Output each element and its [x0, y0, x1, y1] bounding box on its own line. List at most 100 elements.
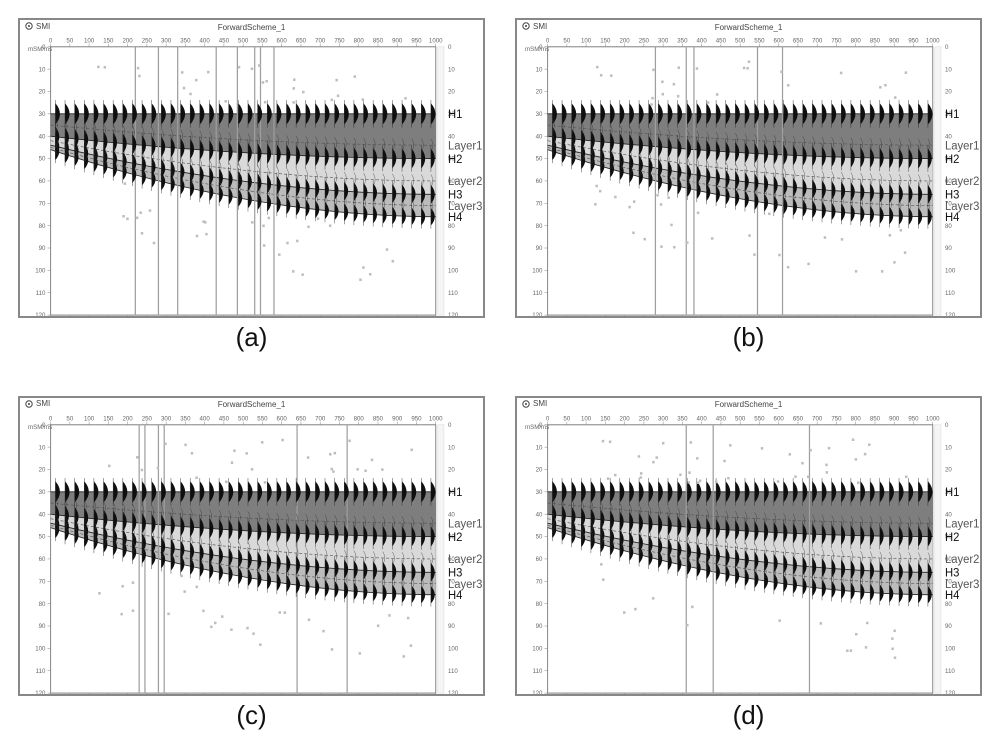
- noise-point: [679, 473, 681, 476]
- x-tick-label-top: 300: [658, 415, 669, 422]
- x-tick-label-top: 50: [66, 37, 73, 44]
- noise-point: [596, 66, 598, 69]
- horizon-label: H4: [945, 212, 960, 224]
- y-tick-label-right: 10: [448, 444, 455, 451]
- noise-point: [369, 273, 371, 276]
- y-tick-label: 10: [39, 444, 46, 451]
- y-tick-label: 20: [536, 466, 543, 473]
- y-tick-label: 40: [536, 133, 543, 140]
- y-tick-label: 110: [533, 290, 543, 297]
- y-tick-label-right: 90: [448, 623, 455, 630]
- y-tick-label: 60: [536, 555, 543, 562]
- noise-point: [768, 213, 770, 216]
- noise-point: [132, 609, 134, 612]
- x-tick-label-top: 200: [619, 415, 630, 422]
- noise-point: [610, 74, 612, 77]
- noise-point: [690, 441, 692, 444]
- noise-point: [97, 66, 99, 69]
- noise-point: [331, 467, 333, 470]
- x-tick-label-top: 600: [774, 37, 785, 44]
- noise-point: [686, 623, 688, 626]
- x-tick-label-top: 400: [697, 415, 708, 422]
- noise-point: [258, 64, 260, 67]
- noise-point: [245, 452, 247, 455]
- subplot-caption: (a): [236, 322, 268, 353]
- x-tick-label-top: 0: [49, 415, 53, 422]
- x-tick-label-top: 400: [200, 415, 211, 422]
- noise-point: [884, 84, 886, 87]
- noise-point: [852, 438, 854, 441]
- noise-point: [141, 468, 143, 471]
- noise-point: [602, 578, 604, 581]
- noise-point: [205, 233, 207, 236]
- noise-point: [191, 452, 193, 455]
- noise-point: [124, 182, 126, 185]
- noise-point: [386, 248, 388, 251]
- x-tick-label-top: 450: [716, 37, 727, 44]
- y-tick-label: 30: [39, 488, 46, 495]
- noise-point: [824, 236, 826, 239]
- noise-point: [195, 476, 197, 479]
- y-tick-label-right: 100: [945, 267, 956, 274]
- noise-point: [652, 597, 654, 600]
- noise-point: [136, 456, 138, 459]
- y-tick-label-right: 110: [945, 290, 955, 297]
- x-tick-label-top: 750: [334, 415, 345, 422]
- noise-point: [787, 84, 789, 87]
- x-tick-label-top: 650: [296, 37, 307, 44]
- x-tick-label-top: 950: [908, 415, 919, 422]
- noise-point: [329, 224, 331, 227]
- noise-point: [864, 452, 866, 455]
- noise-point: [614, 473, 616, 476]
- noise-point: [678, 66, 680, 69]
- y-tick-label: 30: [536, 488, 543, 495]
- noise-point: [857, 481, 859, 484]
- y-tick-label: 50: [39, 533, 46, 540]
- x-tick-label-top: 300: [658, 37, 669, 44]
- noise-point: [195, 585, 197, 588]
- noise-point: [600, 563, 602, 566]
- layer-label: Layer1: [448, 140, 482, 152]
- noise-point: [202, 609, 204, 612]
- x-tick-label-top: 500: [238, 37, 249, 44]
- x-tick-label-top: 350: [180, 37, 191, 44]
- noise-point: [633, 200, 635, 203]
- panel-title: ForwardScheme_1: [517, 20, 980, 34]
- x-tick-label-top: 900: [889, 415, 900, 422]
- noise-point: [262, 81, 264, 84]
- noise-point: [697, 481, 699, 484]
- x-tick-label-top: 850: [870, 415, 881, 422]
- noise-point: [753, 253, 755, 256]
- noise-point: [407, 616, 409, 619]
- y-tick-label: 120: [532, 690, 543, 696]
- noise-point: [599, 190, 601, 193]
- x-tick-label-top: 500: [735, 415, 746, 422]
- x-tick-label-top: 750: [334, 37, 345, 44]
- noise-point: [137, 67, 139, 70]
- y-tick-label: 70: [536, 200, 543, 207]
- noise-point: [905, 475, 907, 478]
- x-tick-label-top: 1000: [926, 37, 940, 44]
- noise-point: [707, 101, 709, 104]
- noise-point: [202, 220, 204, 223]
- y-tick-label: 110: [36, 667, 46, 674]
- noise-point: [628, 206, 630, 209]
- seismic-plot: mSM/ms0050501001001501502002002502503003…: [26, 34, 485, 318]
- y-tick-label: 90: [536, 623, 543, 630]
- horizon-label: H1: [448, 486, 462, 498]
- x-tick-label-top: 900: [392, 37, 403, 44]
- noise-point: [623, 611, 625, 614]
- x-tick-label-top: 600: [277, 415, 288, 422]
- noise-point: [329, 452, 331, 455]
- horizon-label: H2: [945, 531, 959, 543]
- y-tick-label: 0: [42, 421, 46, 428]
- noise-point: [594, 203, 596, 206]
- noise-point: [141, 232, 143, 235]
- noise-point: [841, 238, 843, 241]
- horizon-label: H2: [945, 154, 959, 166]
- layer-label: Layer1: [945, 518, 979, 530]
- noise-point: [332, 470, 334, 473]
- noise-point: [607, 477, 609, 480]
- subplot-caption: (b): [733, 322, 765, 353]
- y-tick-label-right: 120: [945, 312, 956, 318]
